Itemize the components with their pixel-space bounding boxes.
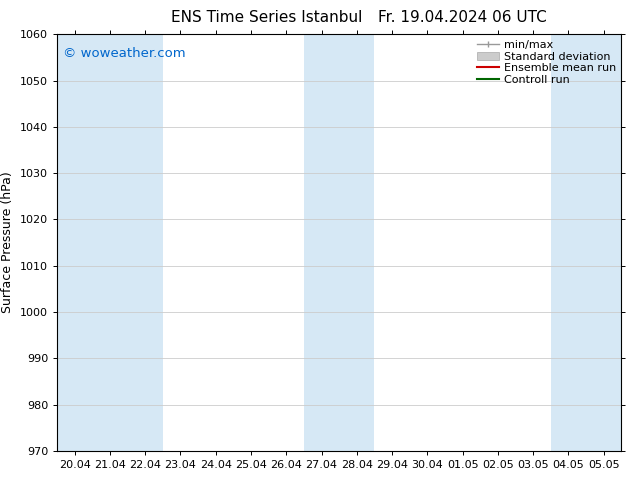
Text: © woweather.com: © woweather.com xyxy=(63,47,185,60)
Y-axis label: Surface Pressure (hPa): Surface Pressure (hPa) xyxy=(1,172,15,314)
Legend: min/max, Standard deviation, Ensemble mean run, Controll run: min/max, Standard deviation, Ensemble me… xyxy=(475,38,618,87)
Bar xyxy=(304,34,375,451)
Bar xyxy=(57,34,163,451)
Text: Fr. 19.04.2024 06 UTC: Fr. 19.04.2024 06 UTC xyxy=(378,10,547,25)
Bar xyxy=(551,34,621,451)
Text: ENS Time Series Istanbul: ENS Time Series Istanbul xyxy=(171,10,362,25)
